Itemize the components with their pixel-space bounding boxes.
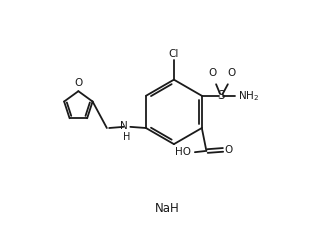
Text: O: O (208, 68, 216, 78)
Text: O: O (74, 79, 82, 88)
Text: S: S (218, 89, 225, 102)
Text: NaH: NaH (155, 202, 179, 215)
Text: O: O (227, 68, 235, 78)
Text: N: N (120, 121, 128, 131)
Text: Cl: Cl (169, 49, 179, 59)
Text: H: H (123, 132, 130, 142)
Text: HO: HO (175, 147, 191, 157)
Text: NH$_2$: NH$_2$ (237, 89, 259, 103)
Text: O: O (224, 145, 233, 155)
